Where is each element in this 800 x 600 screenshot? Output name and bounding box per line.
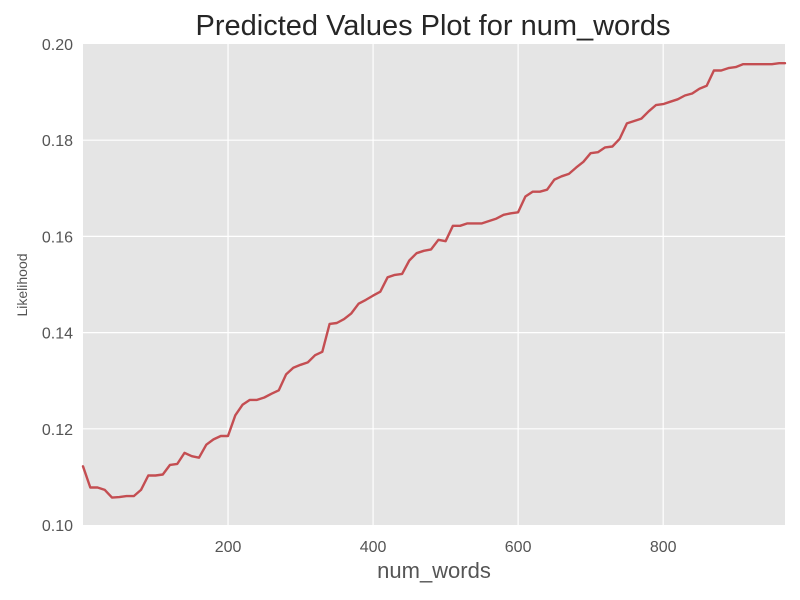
y-tick-label: 0.18 [42,133,73,150]
y-tick-label: 0.20 [42,37,73,54]
plot-background [83,44,785,525]
y-axis-label: Likelihood [14,253,30,316]
x-axis-ticks: 200 400 600 800 [215,539,677,556]
x-tick-label: 600 [505,539,532,556]
gridlines [83,44,785,525]
y-tick-label: 0.10 [42,518,73,535]
series-layer [81,62,787,499]
y-tick-label: 0.14 [42,326,73,343]
x-tick-label: 800 [650,539,677,556]
y-tick-label: 0.12 [42,422,73,439]
x-tick-label: 400 [360,539,387,556]
x-axis-label: num_words [377,558,491,583]
x-tick-label: 200 [215,539,242,556]
y-tick-label: 0.16 [42,229,73,246]
series-line [81,62,787,499]
chart-title: Predicted Values Plot for num_words [196,10,671,42]
y-axis-ticks: 0.10 0.12 0.14 0.16 0.18 0.20 [42,37,73,535]
